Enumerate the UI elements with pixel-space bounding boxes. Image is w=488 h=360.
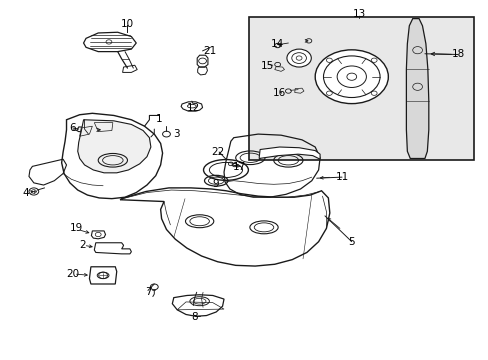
Text: 18: 18 bbox=[450, 49, 464, 59]
Text: 22: 22 bbox=[211, 147, 224, 157]
Text: 19: 19 bbox=[69, 224, 83, 233]
Text: 11: 11 bbox=[335, 172, 348, 182]
Text: 8: 8 bbox=[191, 312, 198, 322]
Text: 3: 3 bbox=[173, 129, 179, 139]
Text: 4: 4 bbox=[22, 188, 29, 198]
Text: 17: 17 bbox=[232, 162, 246, 172]
Text: 15: 15 bbox=[261, 61, 274, 71]
Text: 21: 21 bbox=[203, 46, 217, 56]
Text: 5: 5 bbox=[348, 237, 354, 247]
Circle shape bbox=[286, 49, 311, 67]
Circle shape bbox=[315, 50, 387, 104]
Text: 1: 1 bbox=[156, 114, 162, 124]
Polygon shape bbox=[259, 147, 320, 159]
Text: 6: 6 bbox=[69, 123, 76, 133]
Text: 12: 12 bbox=[186, 103, 200, 113]
Polygon shape bbox=[406, 19, 428, 158]
Text: 13: 13 bbox=[352, 9, 365, 19]
Text: 20: 20 bbox=[66, 269, 79, 279]
Text: 14: 14 bbox=[270, 40, 284, 49]
Text: 2: 2 bbox=[79, 239, 86, 249]
Text: 7: 7 bbox=[144, 287, 151, 297]
Bar bbox=[249, 17, 473, 160]
Polygon shape bbox=[78, 120, 151, 173]
Text: 9: 9 bbox=[211, 179, 218, 189]
Text: 16: 16 bbox=[272, 88, 285, 98]
Text: 10: 10 bbox=[121, 19, 134, 29]
